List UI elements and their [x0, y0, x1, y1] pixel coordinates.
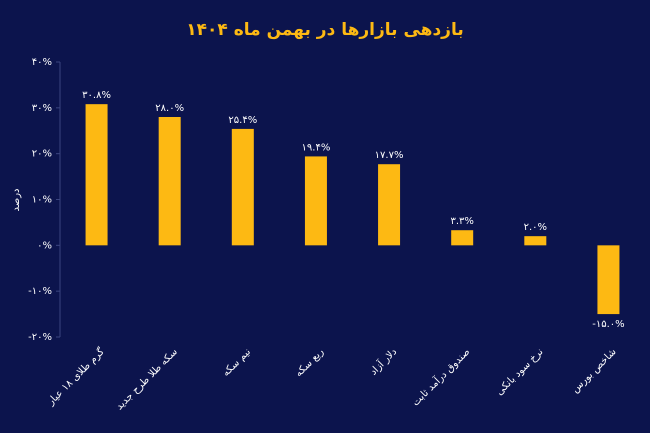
y-tick-label: ۴۰%	[32, 57, 52, 68]
bar	[231, 128, 254, 246]
y-tick-label: -۱۰%	[28, 286, 52, 297]
y-tick-label: ۰%	[37, 240, 52, 251]
data-label: ۳۰.۸%	[82, 90, 111, 101]
y-tick-label: ۲۰%	[32, 149, 52, 160]
y-tick-label: ۳۰%	[32, 103, 52, 114]
data-label: ۲۵.۴%	[228, 115, 257, 126]
y-axis-label: درصد	[11, 188, 22, 211]
data-label: -۱۵.۰%	[592, 319, 624, 330]
data-label: ۱۹.۴%	[302, 142, 331, 153]
data-label: ۲.۰%	[524, 222, 547, 233]
bar	[597, 245, 620, 315]
y-tick-label: -۲۰%	[28, 332, 52, 343]
y-tick-label: ۱۰%	[32, 195, 52, 206]
chart-title: بازدهی بازارها در بهمن ماه ۱۴۰۴	[186, 20, 463, 40]
bar	[524, 236, 547, 246]
bar	[85, 104, 108, 246]
bar	[451, 230, 474, 246]
bar	[158, 117, 181, 246]
bar	[304, 156, 327, 246]
data-label: ۱۷.۷%	[375, 150, 404, 161]
data-label: ۳.۳%	[450, 216, 473, 227]
bar	[378, 164, 401, 246]
data-label: ۲۸.۰%	[155, 103, 184, 114]
